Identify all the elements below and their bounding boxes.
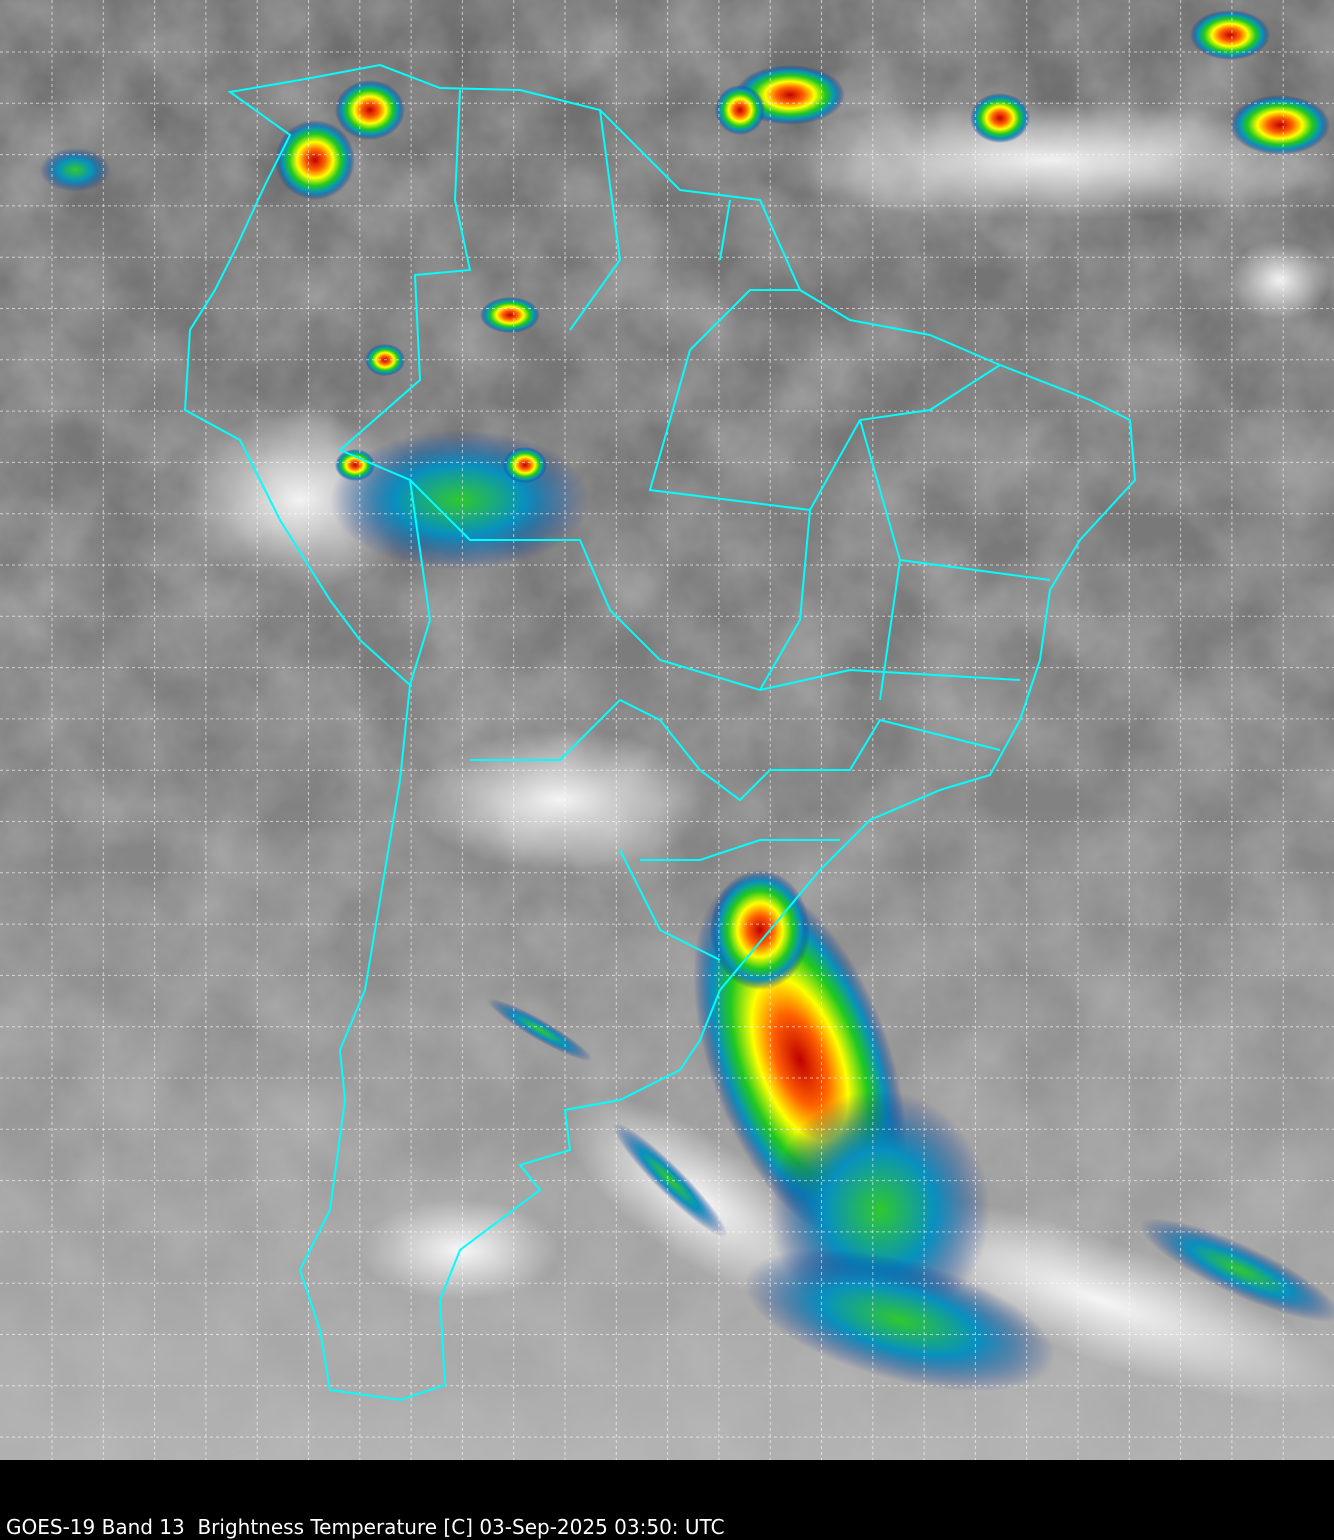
country-borders [183, 63, 1137, 1402]
satellite-image [0, 0, 1334, 1460]
caption-bar [0, 1460, 1334, 1540]
grid-lines [0, 0, 1334, 1460]
south-america-coastline [183, 63, 1137, 1402]
internal-borders [338, 89, 1051, 961]
image-caption: GOES-19 Band 13 Brightness Temperature [… [6, 1515, 725, 1539]
